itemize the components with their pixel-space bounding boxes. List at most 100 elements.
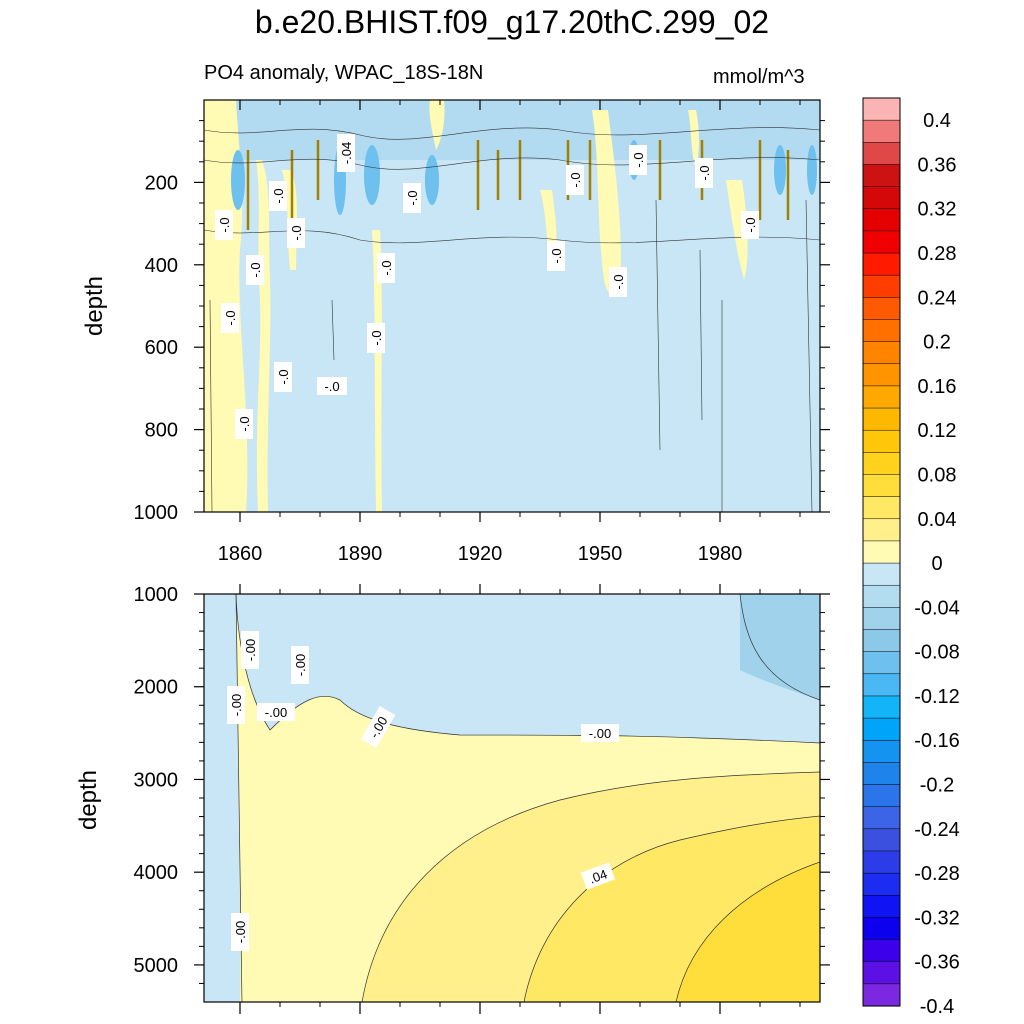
colorbar-label: 0.24	[918, 287, 957, 309]
lower-y-tick-label: 2000	[134, 677, 179, 699]
contour-label-text: -.0	[549, 248, 564, 263]
contour-label-bg	[580, 862, 616, 890]
colorbar-swatch	[862, 629, 901, 653]
colorbar-swatch	[862, 562, 901, 586]
contour-label-bg	[695, 158, 713, 188]
colorbar-frame	[862, 97, 901, 1007]
lower-blue-patch	[740, 594, 820, 700]
contour-label-bg	[274, 362, 292, 392]
lower-y-tick-label: 1000	[134, 584, 179, 606]
colorbar-swatch	[862, 828, 901, 852]
colorbar-label: 0.28	[918, 243, 957, 265]
contour-label-bg	[403, 183, 421, 213]
colorbar-label: 0.16	[918, 376, 957, 398]
colorbar-swatch	[862, 895, 901, 918]
contour-label: -.0	[403, 183, 421, 213]
plot-subtitle: PO4 anomaly, WPAC_18S-18N	[204, 62, 484, 84]
contour-label-text: -.0	[217, 217, 232, 232]
colorbar-swatch	[862, 363, 901, 387]
contour-label-bg	[547, 241, 565, 271]
contour-label: -.0	[695, 158, 713, 188]
contour-label-bg	[227, 686, 245, 724]
contour-label-text: -.0	[743, 217, 758, 232]
contour-label-bg	[629, 145, 647, 175]
y-tick-label: 1000	[134, 502, 179, 524]
upper-field-background	[204, 100, 820, 512]
contour-label-bg	[215, 210, 233, 240]
contour-label: -.0	[274, 362, 292, 392]
contour-label-text: -.00	[233, 921, 248, 943]
upper-contour-lines	[204, 127, 820, 512]
contour-label-text: -.0	[289, 225, 304, 240]
colorbar-swatch	[862, 208, 901, 232]
contour-label: -.0	[221, 303, 239, 333]
contour-label: .04	[580, 862, 616, 890]
upper-axis-ticks: 1860 1890 1920 1950 1980 200 400 600 800 1000	[134, 100, 830, 565]
x-tick-label: 1980	[698, 543, 743, 565]
colorbar-label: 0.32	[918, 199, 957, 221]
y-tick-label: 200	[145, 172, 178, 194]
colorbar-swatch	[862, 407, 901, 431]
x-tick-label: 1890	[338, 543, 383, 565]
lower-axis-ticks: 1000 2000 3000 4000 5000	[134, 584, 830, 1014]
colorbar-label: 0	[931, 553, 942, 575]
contour-label-text: -.0	[568, 172, 583, 187]
colorbar-label: -0.28	[914, 863, 960, 885]
contour-label: -.0	[377, 253, 395, 283]
contour-label-text: -.0	[276, 369, 291, 384]
y-tick-label: 600	[145, 337, 178, 359]
colorbar-swatch	[862, 784, 901, 808]
colorbar-label: -0.24	[914, 819, 960, 841]
contour-label-text: -.0	[237, 416, 252, 431]
contour-label: -.00	[257, 703, 295, 721]
contour-label-bg	[566, 165, 584, 195]
colorbar-swatch	[862, 872, 901, 896]
colorbar-swatch	[862, 297, 901, 321]
lower-y-tick-label: 5000	[134, 955, 179, 977]
colorbar-label: 0.36	[918, 154, 957, 176]
lower-yellow-3	[676, 862, 820, 1002]
contour-label-text: -.0	[324, 379, 339, 394]
colorbar-swatch	[862, 673, 901, 697]
colorbar-swatch	[862, 186, 901, 210]
contour-label-bg	[581, 724, 619, 742]
colorbar-swatch	[862, 850, 901, 874]
contour-label: -.0	[547, 241, 565, 271]
contour-label-text: -.00	[265, 705, 287, 720]
contour-label-bg	[741, 211, 759, 239]
contour-label: -.00	[581, 724, 619, 742]
colorbar-swatch	[862, 651, 901, 675]
contour-label-bg	[235, 409, 253, 439]
contour-label: -.0	[215, 210, 233, 240]
lower-y-tick-label: 3000	[134, 769, 179, 791]
upper-y-axis-title: depth	[81, 276, 108, 336]
contour-label-bg	[337, 134, 355, 172]
colorbar-swatch	[862, 252, 901, 276]
page-title: b.e20.BHIST.f09_g17.20thC.299_02	[254, 4, 770, 40]
contour-label-text: -.00	[229, 694, 244, 716]
colorbar-swatch	[862, 164, 901, 188]
colorbar: 0.4 0.36 0.32 0.28 0.24 0.2 0.16 0.12 0.08 0.04 0 -…	[862, 97, 960, 1018]
colorbar-swatch	[862, 739, 901, 763]
colorbar-label: -0.04	[914, 597, 960, 619]
contour-label: -.0	[235, 409, 253, 439]
contour-label-text: -.0	[271, 188, 286, 203]
contour-label: -.0	[287, 218, 305, 248]
colorbar-label: -0.36	[914, 952, 960, 974]
colorbar-swatch	[862, 142, 901, 165]
contour-label-bg	[287, 218, 305, 248]
contour-label: -.0	[566, 165, 584, 195]
colorbar-swatch	[862, 762, 901, 786]
contour-label-bg	[231, 913, 249, 951]
lower-y-tick-label: 4000	[134, 862, 179, 884]
contour-label-text: -.0	[405, 190, 420, 205]
contour-label: -.00	[291, 646, 309, 684]
y-tick-label: 400	[145, 255, 178, 277]
contour-label-text: -.00	[589, 726, 611, 741]
contour-label-text: -.0	[223, 310, 238, 325]
contour-label-bg	[257, 703, 295, 721]
contour-label-text: -.0	[369, 330, 384, 345]
contour-label-text: -.04	[339, 142, 354, 164]
colorbar-label: 0.2	[923, 332, 951, 354]
